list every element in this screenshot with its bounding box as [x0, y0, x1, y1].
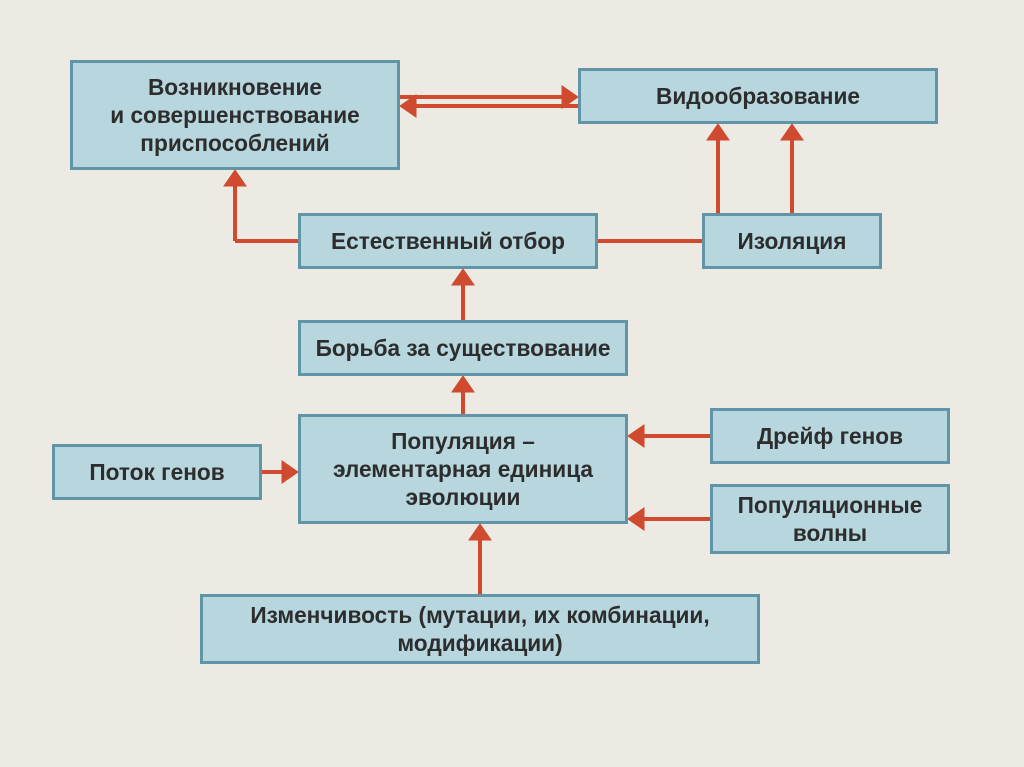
node-label: Популяция – элементарная единица эволюци… [333, 427, 593, 512]
node-label: Изменчивость (мутации, их комбинации, мо… [250, 601, 709, 658]
node-label: Популяционные волны [738, 491, 923, 548]
node-select: Естественный отбор [298, 213, 598, 269]
node-label: Возникновение и совершенствование приспо… [110, 73, 360, 158]
node-label: Изоляция [738, 227, 847, 255]
node-species: Видообразование [578, 68, 938, 124]
node-label: Дрейф генов [757, 422, 903, 450]
node-pop: Популяция – элементарная единица эволюци… [298, 414, 628, 524]
diagram-canvas: Возникновение и совершенствование приспо… [0, 0, 1024, 767]
node-label: Естественный отбор [331, 227, 565, 255]
node-fight: Борьба за существование [298, 320, 628, 376]
node-waves: Популяционные волны [710, 484, 950, 554]
node-adapt: Возникновение и совершенствование приспо… [70, 60, 400, 170]
node-label: Борьба за существование [316, 334, 611, 362]
node-drift: Дрейф генов [710, 408, 950, 464]
node-isol: Изоляция [702, 213, 882, 269]
node-flow: Поток генов [52, 444, 262, 500]
node-variab: Изменчивость (мутации, их комбинации, мо… [200, 594, 760, 664]
node-label: Видообразование [656, 82, 860, 110]
node-label: Поток генов [89, 458, 224, 486]
